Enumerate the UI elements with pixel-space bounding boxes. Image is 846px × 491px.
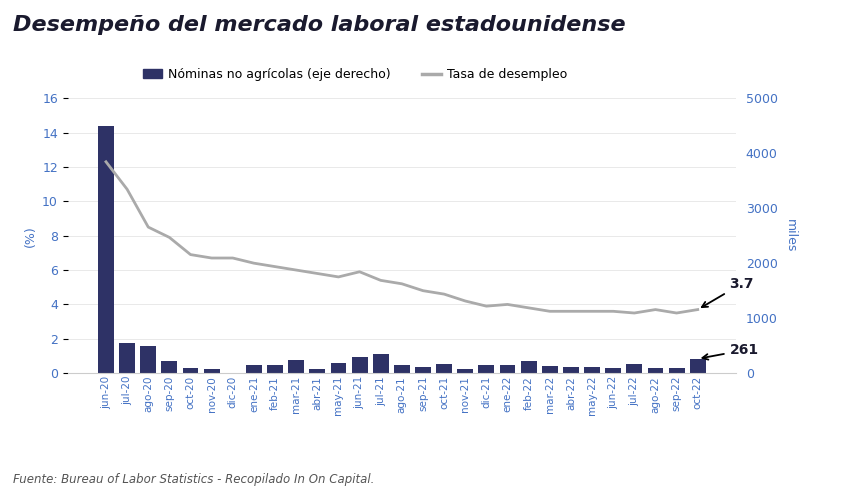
- Bar: [352, 357, 367, 373]
- Bar: [458, 369, 473, 373]
- Bar: [541, 366, 558, 373]
- Bar: [626, 364, 642, 373]
- Y-axis label: (%): (%): [24, 225, 36, 246]
- Bar: [246, 365, 262, 373]
- Legend: Nóminas no agrícolas (eje derecho), Tasa de desempleo: Nóminas no agrícolas (eje derecho), Tasa…: [138, 63, 572, 86]
- Bar: [373, 355, 388, 373]
- Bar: [204, 369, 220, 373]
- Bar: [584, 367, 600, 373]
- Bar: [500, 365, 515, 373]
- Bar: [605, 368, 621, 373]
- Bar: [521, 361, 536, 373]
- Bar: [162, 361, 178, 373]
- Bar: [394, 365, 409, 373]
- Y-axis label: miles: miles: [784, 219, 797, 252]
- Bar: [415, 367, 431, 373]
- Text: Fuente: Bureau of Labor Statistics - Recopilado In On Capital.: Fuente: Bureau of Labor Statistics - Rec…: [13, 473, 374, 486]
- Bar: [479, 365, 494, 373]
- Bar: [310, 369, 325, 373]
- Bar: [689, 359, 706, 373]
- Bar: [140, 346, 157, 373]
- Bar: [331, 363, 346, 373]
- Bar: [183, 368, 199, 373]
- Bar: [267, 365, 283, 373]
- Bar: [119, 343, 135, 373]
- Text: Desempeño del mercado laboral estadounidense: Desempeño del mercado laboral estadounid…: [13, 15, 625, 35]
- Bar: [225, 373, 241, 376]
- Text: 3.7: 3.7: [702, 277, 754, 307]
- Bar: [437, 364, 452, 373]
- Bar: [98, 126, 114, 373]
- Bar: [563, 367, 579, 373]
- Text: 261: 261: [702, 343, 759, 359]
- Bar: [668, 368, 684, 373]
- Bar: [647, 368, 663, 373]
- Bar: [288, 360, 304, 373]
